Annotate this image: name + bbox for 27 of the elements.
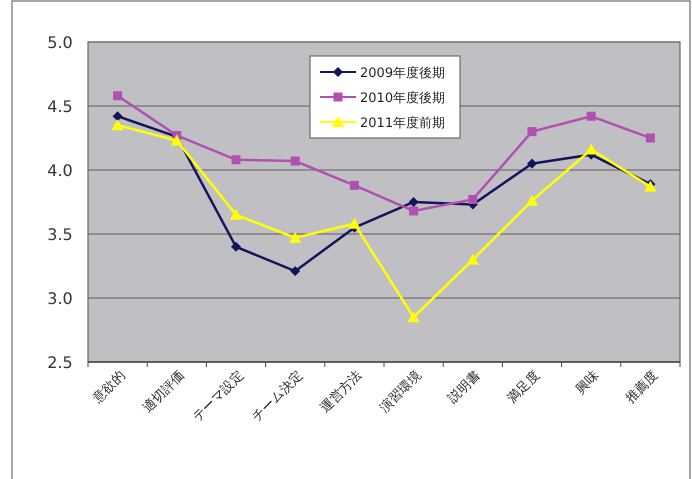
point: [231, 242, 241, 252]
point: [408, 311, 420, 322]
point: [528, 127, 536, 136]
point: [230, 208, 242, 220]
point: [468, 194, 478, 204]
point: [290, 266, 300, 276]
point: [232, 155, 240, 164]
legend-label: 2011年度前期: [360, 115, 446, 131]
point: [112, 119, 124, 130]
point: [586, 112, 596, 121]
legend-label: 2010年度後期: [360, 90, 446, 106]
point: [644, 180, 656, 192]
point: [466, 254, 479, 265]
point: [408, 197, 419, 207]
point: [585, 144, 598, 155]
point: [350, 180, 359, 190]
point: [113, 91, 122, 100]
point: [409, 206, 418, 216]
point: [348, 218, 360, 229]
legend-label: 2009年度後期: [360, 65, 446, 81]
point: [527, 158, 537, 169]
point: [112, 111, 123, 122]
point: [646, 134, 655, 142]
point: [526, 194, 538, 206]
point: [170, 134, 183, 146]
point: [289, 232, 302, 243]
point: [290, 156, 300, 166]
